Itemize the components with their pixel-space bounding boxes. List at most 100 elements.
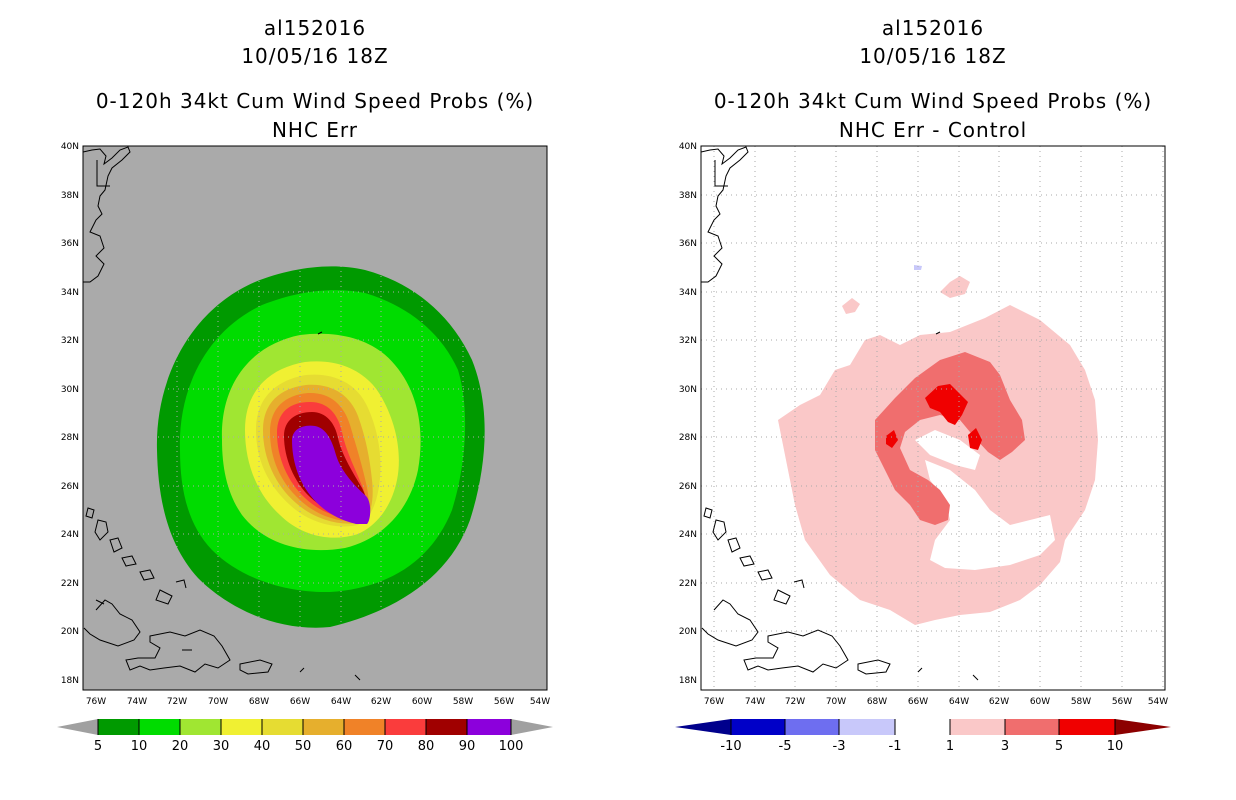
right-colorbar: -10 -5 -3 -1 1 3 5 10 [675, 719, 1171, 754]
left-storm-id: al152016 [263, 16, 367, 40]
left-colorbar-label: 40 [254, 739, 271, 754]
left-colorbar: 5 10 20 30 40 50 60 70 80 90 100 [57, 719, 553, 754]
left-colorbar-label: 100 [499, 739, 524, 754]
lon-label: 56W [494, 697, 514, 707]
left-colorbar-label: 30 [213, 739, 230, 754]
lon-label: 76W [704, 697, 724, 707]
diff-contour-5to10-b [968, 428, 982, 450]
diff-contour-3to5 [875, 352, 1025, 525]
right-colorbar-label: -10 [720, 739, 741, 754]
left-colorbar-swatch [221, 719, 262, 735]
lon-label: 72W [167, 697, 187, 707]
left-coastlines [83, 146, 361, 681]
contour-90pct [292, 425, 371, 524]
diff-contour-island-1 [940, 276, 970, 298]
lon-label: 60W [1030, 697, 1050, 707]
right-colorbar-swatch [1005, 719, 1059, 735]
lon-label: 68W [249, 697, 269, 707]
lat-label: 26N [61, 482, 79, 492]
left-colorbar-swatch [344, 719, 385, 735]
right-colorbar-label: 3 [1001, 739, 1009, 754]
right-colorbar-swatch [731, 719, 785, 735]
left-lon-labels: 76W 74W 72W 70W 68W 66W 64W 62W 60W 58W … [86, 697, 550, 707]
lon-label: 70W [208, 697, 228, 707]
lat-label: 32N [61, 336, 79, 346]
lat-label: 36N [679, 239, 697, 249]
left-subtitle: NHC Err [271, 118, 359, 142]
lat-label: 38N [679, 191, 697, 201]
right-colorbar-label: 5 [1055, 739, 1063, 754]
left-colorbar-swatch [426, 719, 467, 735]
right-subtitle: NHC Err - Control [838, 118, 1028, 142]
lat-label: 26N [679, 482, 697, 492]
lat-label: 28N [61, 433, 79, 443]
right-colorbar-swatch [950, 719, 1005, 735]
lat-label: 40N [679, 142, 697, 152]
right-colorbar-label: -3 [833, 739, 846, 754]
left-datetime: 10/05/16 18Z [241, 44, 389, 68]
lon-label: 68W [867, 697, 887, 707]
left-grid [83, 146, 547, 690]
left-colorbar-under-arrow [57, 719, 98, 735]
lat-label: 20N [61, 627, 79, 637]
right-colorbar-label: -1 [889, 739, 902, 754]
left-colorbar-over-arrow [511, 719, 553, 735]
left-colorbar-label: 50 [295, 739, 312, 754]
left-colorbar-label: 60 [336, 739, 353, 754]
lat-label: 20N [679, 627, 697, 637]
left-colorbar-swatch [262, 719, 303, 735]
right-coastlines [701, 146, 979, 681]
left-colorbar-swatch [467, 719, 511, 735]
lat-label: 38N [61, 191, 79, 201]
lat-label: 18N [679, 676, 697, 686]
right-colorbar-over-arrow [1115, 719, 1171, 735]
lat-label: 32N [679, 336, 697, 346]
lat-label: 24N [679, 530, 697, 540]
right-lon-labels: 76W 74W 72W 70W 68W 66W 64W 62W 60W 58W … [704, 697, 1168, 707]
right-map [700, 145, 1166, 691]
right-colorbar-under-arrow [675, 719, 731, 735]
left-colorbar-label: 10 [131, 739, 148, 754]
right-colorbar-label: 1 [946, 739, 954, 754]
lon-label: 74W [745, 697, 765, 707]
left-colorbar-label: 5 [94, 739, 102, 754]
right-grid [701, 146, 1165, 690]
diff-contour-5to10-c [886, 430, 898, 448]
lon-label: 66W [290, 697, 310, 707]
diff-contour-negative [914, 265, 922, 270]
lat-label: 24N [61, 530, 79, 540]
lon-label: 54W [530, 697, 550, 707]
lon-label: 64W [949, 697, 969, 707]
left-colorbar-swatch [180, 719, 221, 735]
lat-label: 22N [679, 579, 697, 589]
left-colorbar-label: 80 [418, 739, 435, 754]
diff-contour-1to3 [778, 305, 1098, 625]
lon-label: 62W [371, 697, 391, 707]
left-colorbar-label: 70 [377, 739, 394, 754]
lon-label: 58W [1071, 697, 1091, 707]
diff-contour-island-2 [842, 298, 860, 314]
lon-label: 64W [331, 697, 351, 707]
right-colorbar-label: 10 [1107, 739, 1124, 754]
right-colorbar-swatch [895, 719, 950, 735]
left-colorbar-swatch [303, 719, 344, 735]
left-colorbar-swatch [98, 719, 139, 735]
lon-label: 72W [785, 697, 805, 707]
lat-label: 28N [679, 433, 697, 443]
lon-label: 74W [127, 697, 147, 707]
lon-label: 58W [453, 697, 473, 707]
left-map-frame [82, 145, 548, 691]
right-difference-contours [778, 265, 1098, 625]
left-colorbar-swatch [139, 719, 180, 735]
lon-label: 60W [412, 697, 432, 707]
lat-label: 18N [61, 676, 79, 686]
lat-label: 34N [61, 288, 79, 298]
right-colorbar-label: -5 [779, 739, 792, 754]
lon-label: 70W [826, 697, 846, 707]
right-product-title: 0-120h 34kt Cum Wind Speed Probs (%) [713, 89, 1153, 113]
right-storm-id: al152016 [881, 16, 985, 40]
right-lat-labels: 40N 38N 36N 34N 32N 30N 28N 26N 24N 22N … [679, 142, 697, 686]
diff-contour-5to10 [925, 384, 968, 425]
lon-label: 62W [989, 697, 1009, 707]
lat-label: 40N [61, 142, 79, 152]
